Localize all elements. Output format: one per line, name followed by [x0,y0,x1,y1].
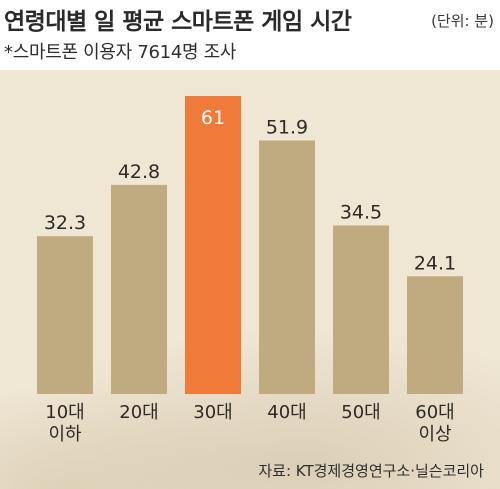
bar-2 [185,96,241,394]
bar-3 [259,140,315,394]
value-label-3: 51.9 [266,116,308,138]
category-label-0: 10대 이하 [45,402,84,445]
bar-chart: 32.3 10대 이하 42.8 20대 61 30대 51.9 40대 34.5 50대 24.1 6… [37,96,463,445]
bar-5 [407,276,463,394]
value-label-2: 61 [201,107,225,129]
unit-label: (단위: 분) [431,12,494,30]
category-label-5: 60대 이상 [415,402,454,445]
source-note: 자료: KT경제경영연구소·닐슨코리아 [258,462,484,480]
chart-title: 연령대별 일 평균 스마트폰 게임 시간 [4,9,352,35]
bar-0 [37,236,93,394]
chart-header: 연령대별 일 평균 스마트폰 게임 시간 (단위: 분) *스마트폰 이용자 7… [0,0,500,70]
chart-subtitle: *스마트폰 이용자 7614명 조사 [4,42,237,63]
value-label-5: 24.1 [414,252,456,274]
value-label-4: 34.5 [340,201,382,223]
value-label-1: 42.8 [118,161,160,183]
category-label-3: 40대 [267,402,306,423]
value-label-0: 32.3 [44,212,86,234]
category-label-2: 30대 [193,402,232,423]
bar-4 [333,225,389,394]
category-label-4: 50대 [341,402,380,423]
bar-1 [111,184,167,394]
category-label-1: 20대 [119,402,158,423]
